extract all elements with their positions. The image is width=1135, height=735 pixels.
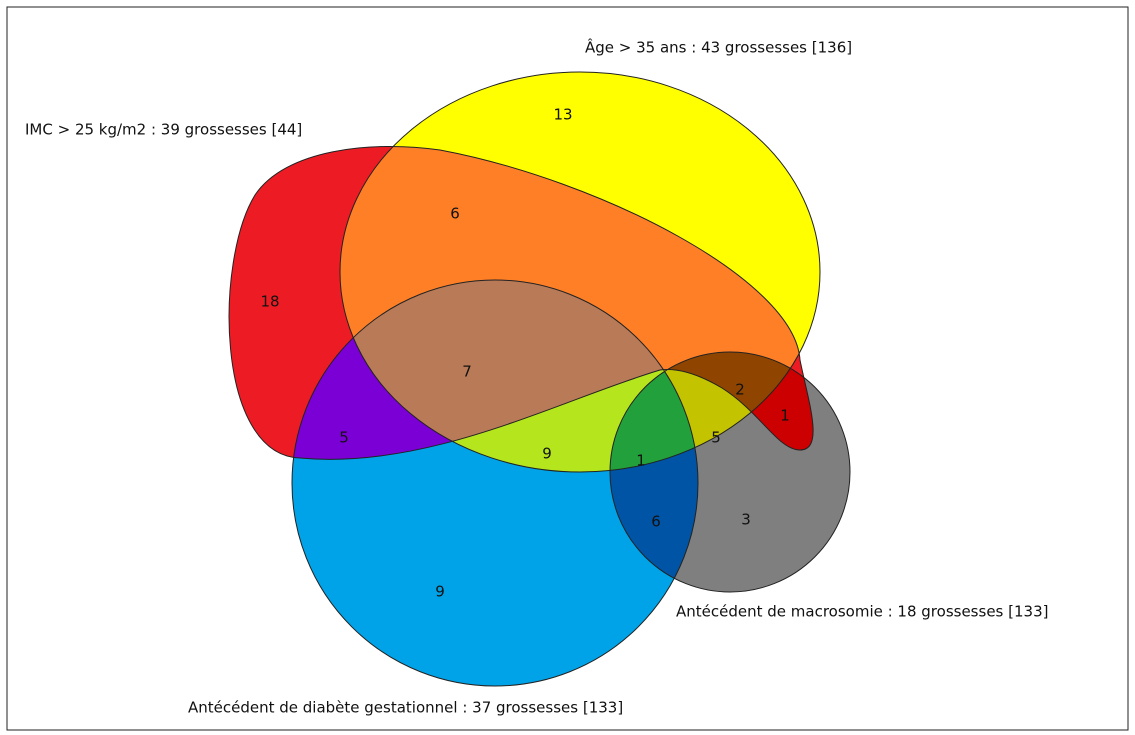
- outline: [291, 279, 699, 687]
- region-count: 18: [260, 293, 279, 311]
- region-count: 6: [450, 205, 460, 223]
- outline: [228, 146, 814, 460]
- set-label: IMC > 25 kg/m2 : 39 grossesses [44]: [25, 121, 302, 139]
- set-label: Antécédent de diabète gestationnel : 37 …: [188, 699, 623, 717]
- region-count: 9: [542, 445, 552, 463]
- region-count: 1: [780, 407, 790, 425]
- region-count: 3: [741, 511, 751, 529]
- region-count: 6: [651, 513, 661, 531]
- outline: [609, 351, 851, 593]
- region-count: 5: [339, 429, 349, 447]
- region-count: 5: [711, 429, 721, 447]
- outline: [339, 71, 821, 473]
- set-label: Âge > 35 ans : 43 grossesses [136]: [585, 38, 852, 57]
- region-count: 7: [462, 363, 472, 381]
- region-count: 2: [735, 381, 745, 399]
- set-label: Antécédent de macrosomie : 18 grossesses…: [676, 603, 1048, 621]
- region-count: 9: [435, 583, 445, 601]
- region-count: 1: [636, 452, 646, 470]
- region-count: 13: [553, 106, 572, 124]
